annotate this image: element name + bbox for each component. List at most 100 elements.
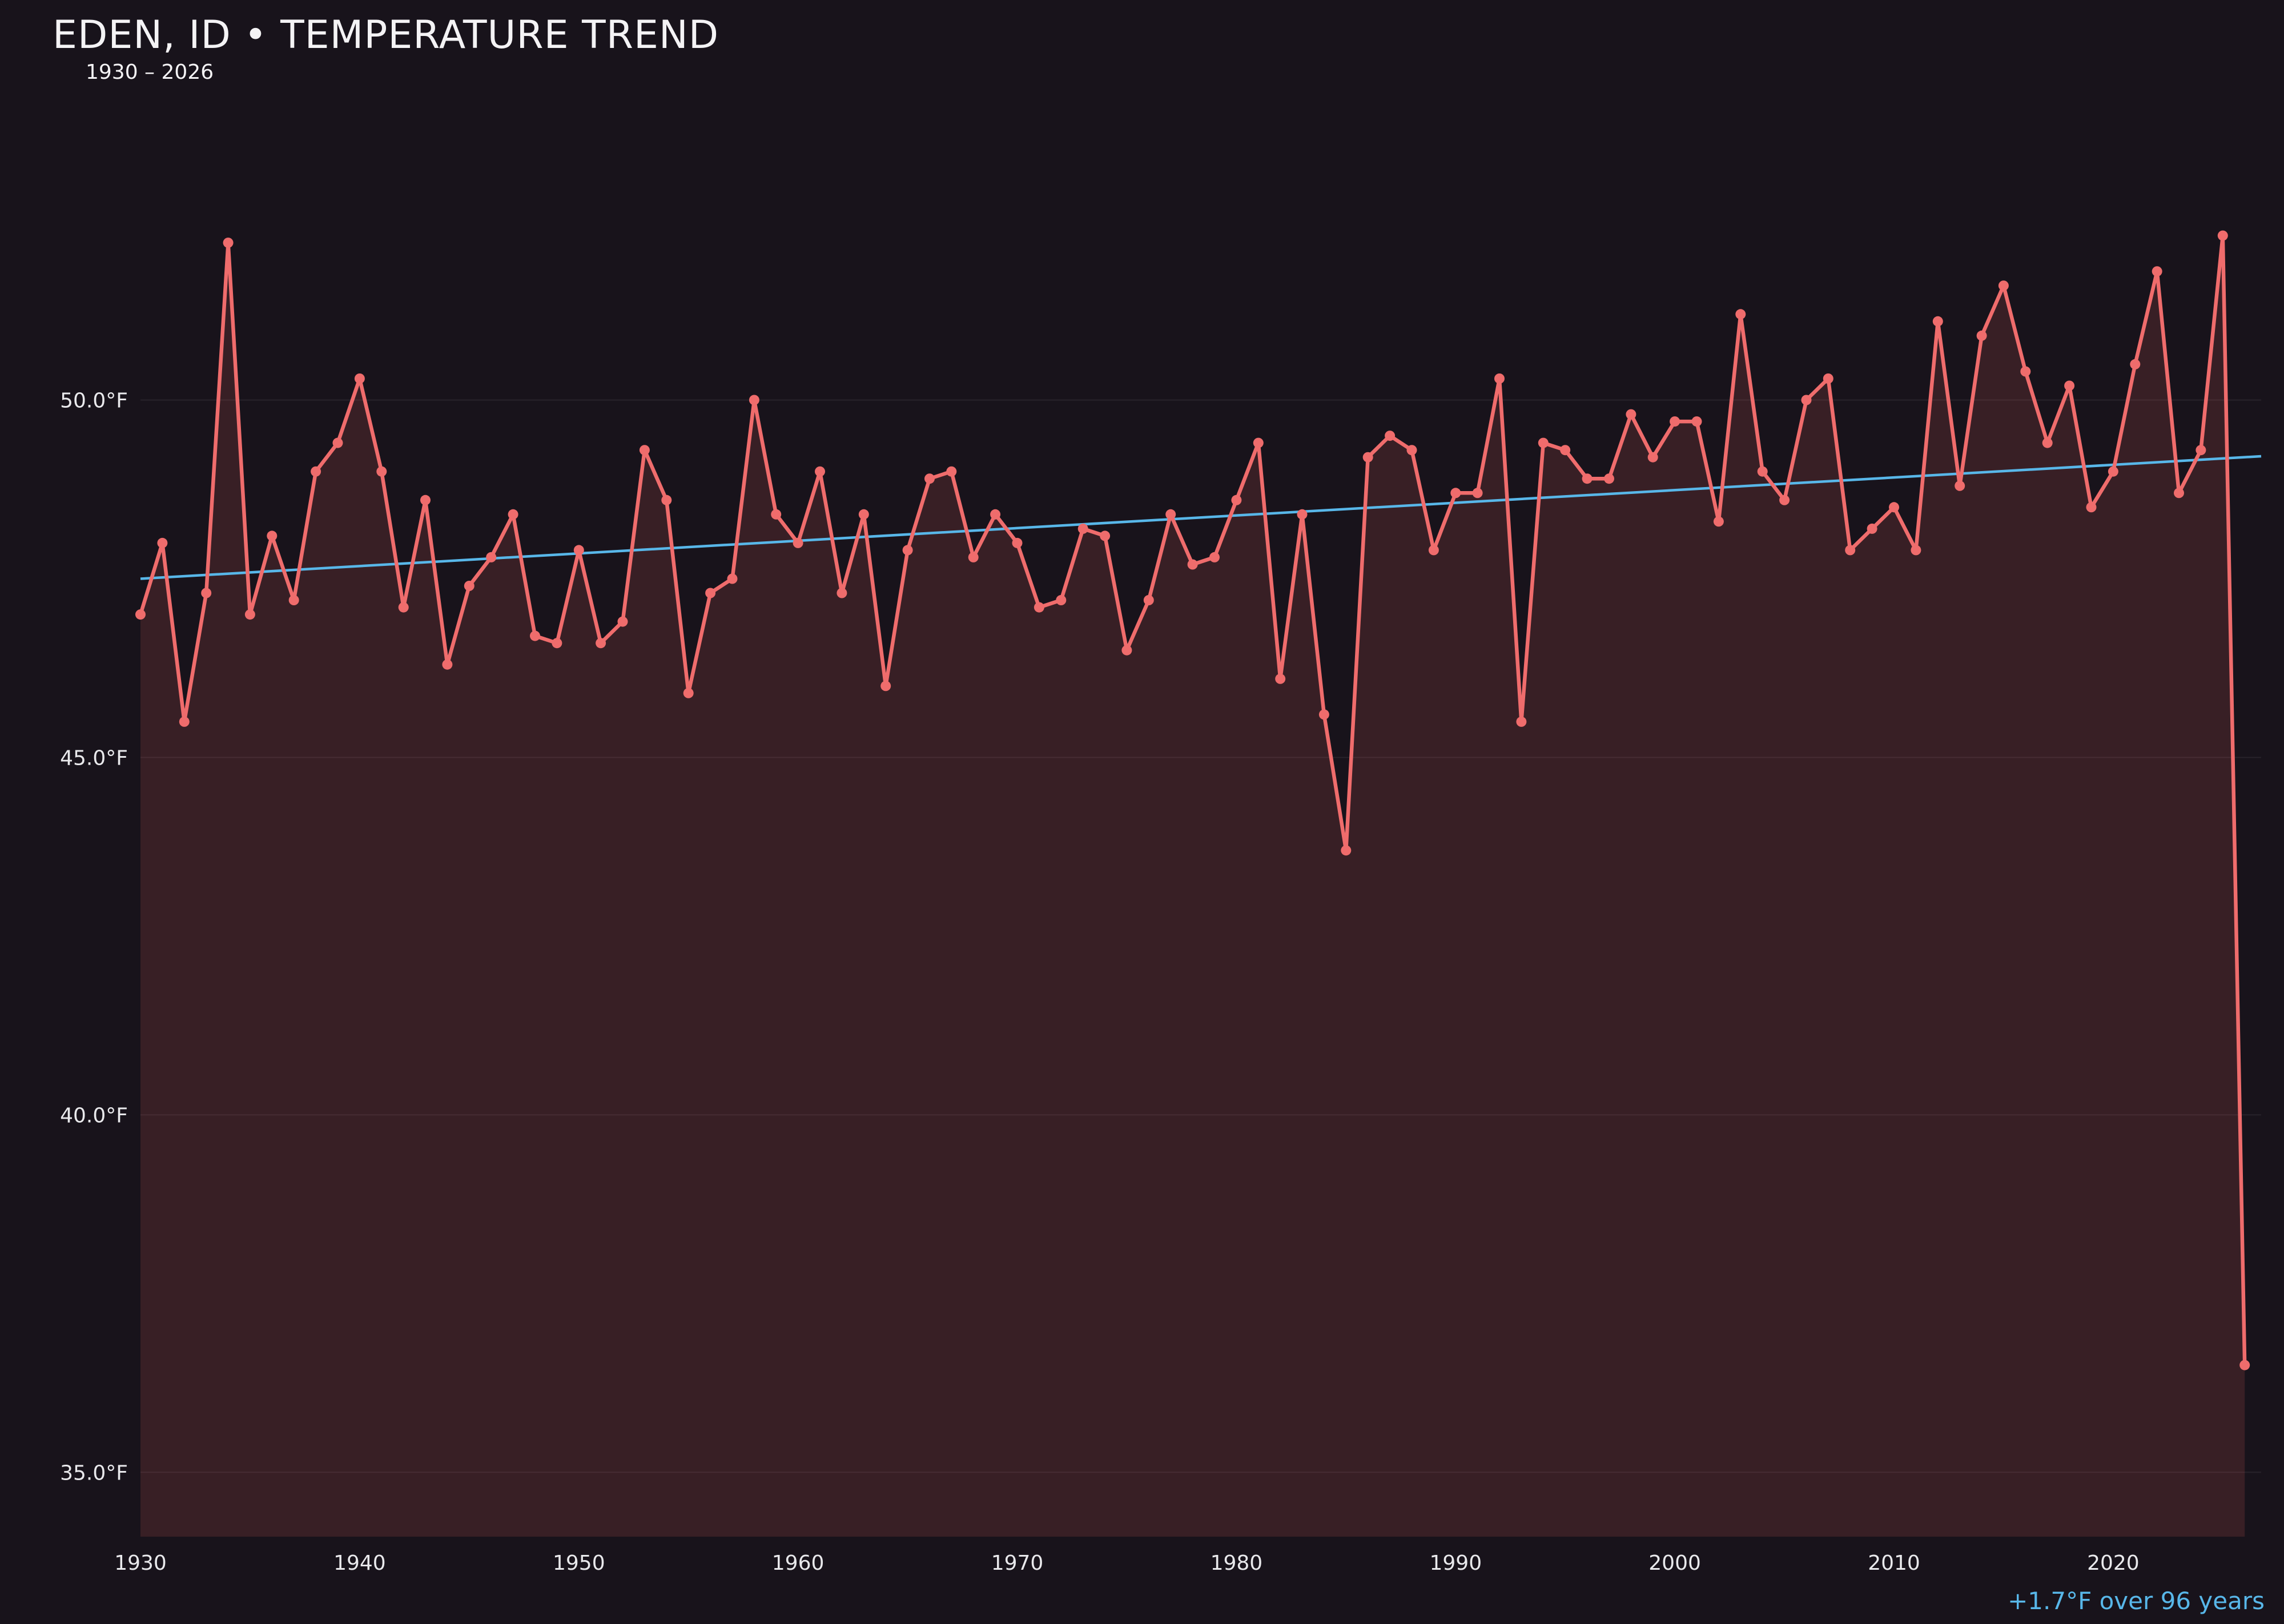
data-point — [1845, 545, 1856, 556]
data-point — [793, 537, 803, 548]
data-point — [135, 609, 146, 620]
data-point — [376, 466, 387, 477]
data-point — [1034, 602, 1044, 613]
data-point — [1143, 595, 1154, 605]
data-point — [837, 588, 847, 598]
data-point — [1647, 452, 1658, 463]
data-point — [1209, 552, 1220, 562]
data-point — [2086, 502, 2097, 513]
data-point — [1012, 537, 1023, 548]
data-point — [1297, 509, 1308, 520]
data-point — [1932, 316, 1943, 327]
data-point — [486, 552, 497, 562]
data-point — [1604, 473, 1614, 484]
data-point — [661, 495, 672, 505]
data-point — [1428, 545, 1439, 556]
data-point — [1056, 595, 1067, 605]
data-point — [924, 473, 935, 484]
data-point — [573, 545, 584, 556]
data-point — [749, 395, 759, 405]
x-tick-label: 1940 — [333, 1551, 386, 1575]
data-point — [596, 638, 606, 649]
data-point — [1713, 516, 1724, 527]
data-point — [1955, 480, 1965, 491]
data-point — [223, 238, 234, 248]
data-point — [1582, 473, 1593, 484]
data-point — [2108, 466, 2118, 477]
data-point — [1165, 509, 1176, 520]
data-point — [1318, 709, 1329, 720]
data-point — [2152, 266, 2162, 277]
data-point — [552, 638, 562, 649]
x-tick-label: 1930 — [114, 1551, 167, 1575]
data-point — [311, 466, 321, 477]
data-point — [1100, 530, 1111, 541]
x-tick-label: 1950 — [553, 1551, 605, 1575]
data-point — [1516, 716, 1527, 727]
data-point — [705, 588, 716, 598]
data-point — [1823, 373, 1833, 384]
y-tick-label: 35.0°F — [60, 1461, 128, 1485]
data-point — [1275, 673, 1286, 684]
data-point — [2174, 488, 2184, 499]
data-point — [1670, 416, 1680, 427]
data-point — [968, 552, 979, 562]
data-point — [1998, 280, 2009, 291]
data-point — [157, 537, 168, 548]
data-point — [617, 616, 628, 627]
x-tick-label: 2020 — [2087, 1551, 2140, 1575]
data-point — [880, 681, 891, 692]
data-point — [1406, 445, 1417, 456]
data-point — [639, 445, 650, 456]
data-point — [2217, 230, 2228, 241]
data-point — [815, 466, 825, 477]
data-point — [771, 509, 782, 520]
data-point — [1911, 545, 1921, 556]
data-point — [2020, 366, 2031, 377]
data-point — [990, 509, 1001, 520]
y-tick-label: 50.0°F — [60, 389, 128, 413]
data-point — [398, 602, 409, 613]
data-point — [1538, 437, 1549, 448]
data-point — [858, 509, 869, 520]
data-point — [288, 595, 299, 605]
data-point — [1757, 466, 1768, 477]
data-point — [1253, 437, 1264, 448]
data-point — [1472, 488, 1483, 499]
y-tick-label: 40.0°F — [60, 1104, 128, 1127]
data-point — [1691, 416, 1702, 427]
x-tick-label: 1970 — [991, 1551, 1044, 1575]
x-tick-label: 1980 — [1211, 1551, 1263, 1575]
data-point — [442, 659, 453, 670]
data-point — [1077, 523, 1088, 534]
data-point — [530, 630, 540, 641]
data-point — [1362, 452, 1373, 463]
x-tick-label: 1960 — [772, 1551, 825, 1575]
data-point — [508, 509, 518, 520]
data-point — [946, 466, 957, 477]
data-point — [2042, 437, 2053, 448]
data-point — [1494, 373, 1505, 384]
data-point — [1560, 445, 1571, 456]
data-point — [1801, 395, 1812, 405]
data-point — [902, 545, 913, 556]
data-point — [1450, 488, 1461, 499]
trend-annotation: +1.7°F over 96 years — [2008, 1587, 2265, 1615]
data-point — [1121, 645, 1132, 656]
y-tick-label: 45.0°F — [60, 747, 128, 770]
x-tick-label: 1990 — [1429, 1551, 1482, 1575]
temperature-area — [140, 235, 2245, 1537]
x-tick-label: 2000 — [1648, 1551, 1701, 1575]
data-point — [2195, 445, 2206, 456]
data-point — [1976, 330, 1987, 341]
data-point — [2130, 359, 2141, 369]
data-point — [1626, 409, 1636, 420]
data-point — [727, 573, 738, 584]
data-point — [1341, 845, 1352, 856]
data-point — [267, 530, 278, 541]
data-point — [683, 688, 694, 698]
data-point — [354, 373, 365, 384]
data-point — [201, 588, 212, 598]
